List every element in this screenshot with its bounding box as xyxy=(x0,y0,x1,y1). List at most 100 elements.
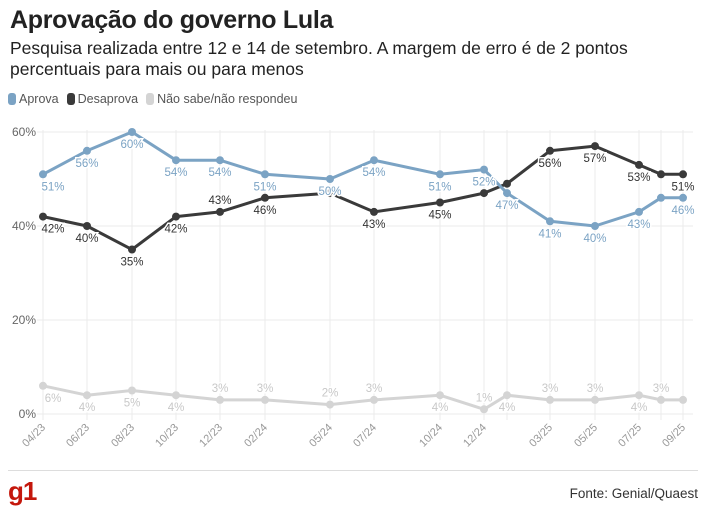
data-point xyxy=(480,189,488,198)
data-point xyxy=(591,395,599,404)
data-point xyxy=(83,391,91,400)
data-label: 4% xyxy=(631,402,648,414)
data-label: 43% xyxy=(627,219,650,231)
legend-label: Aprova xyxy=(19,92,59,106)
data-point xyxy=(326,189,334,198)
data-label: 51% xyxy=(671,181,694,193)
data-point xyxy=(216,156,224,165)
data-label: 42% xyxy=(164,224,187,236)
data-point xyxy=(83,146,91,155)
x-tick-label: 04/23 xyxy=(20,422,48,450)
y-tick-label: 0% xyxy=(19,407,37,421)
data-label: 46% xyxy=(671,205,694,217)
data-point xyxy=(635,207,643,216)
data-point xyxy=(326,400,334,409)
data-label: 50% xyxy=(318,186,341,198)
data-label: 3% xyxy=(366,383,383,395)
data-label: 1% xyxy=(476,392,493,404)
g1-logo: g1 xyxy=(8,476,37,506)
data-point xyxy=(591,222,599,230)
data-label: 3% xyxy=(587,383,604,395)
data-point xyxy=(679,395,687,404)
data-label: 52% xyxy=(472,177,495,189)
legend-swatch-aprova xyxy=(8,93,16,105)
source-text: Fonte: Genial/Quaest xyxy=(569,486,698,501)
data-point xyxy=(261,170,269,179)
data-label: 3% xyxy=(542,383,559,395)
x-tick-label: 10/23 xyxy=(153,422,181,450)
data-label: 4% xyxy=(168,402,185,414)
chart-subtitle: Pesquisa realizada entre 12 e 14 de sete… xyxy=(10,38,628,79)
data-point xyxy=(261,193,269,202)
data-point xyxy=(657,395,665,404)
data-label: 40% xyxy=(75,233,98,245)
legend: Aprova Desaprova Não sabe/não respondeu xyxy=(8,92,297,106)
data-point xyxy=(546,217,554,226)
data-point xyxy=(679,193,687,202)
data-point xyxy=(128,386,136,395)
data-label: 60% xyxy=(120,139,143,151)
data-point xyxy=(546,395,554,404)
data-label: 43% xyxy=(208,195,231,207)
legend-item-aprova: Aprova xyxy=(8,92,59,106)
data-label: 41% xyxy=(538,228,561,240)
data-labels: 6% 4% 5% 4% 3% 3% 2% 3% 4% 1% 4% 3% 3% 4% 3% 42% 40% 35% 4… xyxy=(40,138,696,416)
x-tick-label: 06/23 xyxy=(64,422,92,450)
data-point xyxy=(370,207,378,216)
legend-item-desaprova: Desaprova xyxy=(66,92,139,106)
data-point xyxy=(39,170,47,179)
data-point xyxy=(172,212,180,221)
data-label: 3% xyxy=(257,383,274,395)
data-label: 35% xyxy=(120,257,143,269)
data-point xyxy=(591,142,599,151)
data-point xyxy=(370,156,378,165)
data-point xyxy=(83,222,91,230)
x-tick-label: 07/25 xyxy=(616,422,644,450)
data-label: 56% xyxy=(538,158,561,170)
chart-title: Aprovação do governo Lula xyxy=(10,6,334,34)
data-point xyxy=(657,193,665,202)
data-point xyxy=(261,395,269,404)
legend-item-nao-sabe: Não sabe/não respondeu xyxy=(146,92,297,106)
series-group xyxy=(39,128,687,414)
data-label: 45% xyxy=(428,210,451,222)
footer-divider xyxy=(8,470,698,471)
data-point xyxy=(216,395,224,404)
data-label: 3% xyxy=(212,383,229,395)
series-line-desaprova xyxy=(42,144,683,251)
data-point xyxy=(503,189,511,198)
x-tick-label: 08/23 xyxy=(109,422,137,450)
x-tick-label: 09/25 xyxy=(660,422,688,450)
legend-swatch-desaprova xyxy=(66,93,75,105)
data-label: 6% xyxy=(45,393,62,405)
y-tick-label: 60% xyxy=(12,125,36,139)
data-label: 46% xyxy=(253,205,276,217)
data-point xyxy=(128,245,136,254)
data-label: 57% xyxy=(583,153,606,165)
legend-swatch-nao-sabe xyxy=(146,93,155,105)
data-point xyxy=(546,146,554,155)
data-point xyxy=(39,212,47,221)
y-axis: 0% 20% 40% 60% xyxy=(12,125,36,421)
data-label: 54% xyxy=(208,167,231,179)
data-point xyxy=(128,128,136,136)
data-label: 4% xyxy=(499,402,516,414)
x-tick-label: 12/23 xyxy=(197,422,225,450)
x-tick-label: 02/24 xyxy=(242,422,270,450)
legend-label: Desaprova xyxy=(77,92,139,106)
x-tick-label: 05/25 xyxy=(572,422,600,450)
data-label: 47% xyxy=(495,200,518,212)
data-point xyxy=(436,198,444,207)
line-chart: 0% 20% 40% 60% 04/23 06/23 08/23 10/23 12/23 02/… xyxy=(12,125,696,450)
data-point xyxy=(657,170,665,179)
data-point xyxy=(172,391,180,400)
data-label: 5% xyxy=(124,398,141,410)
x-tick-label: 05/24 xyxy=(307,422,335,450)
data-label: 3% xyxy=(653,383,670,395)
x-tick-label: 10/24 xyxy=(417,422,445,450)
data-point xyxy=(216,207,224,216)
x-tick-label: 03/25 xyxy=(527,422,555,450)
data-point xyxy=(436,391,444,400)
y-tick-label: 20% xyxy=(12,313,36,327)
data-label: 4% xyxy=(432,402,449,414)
